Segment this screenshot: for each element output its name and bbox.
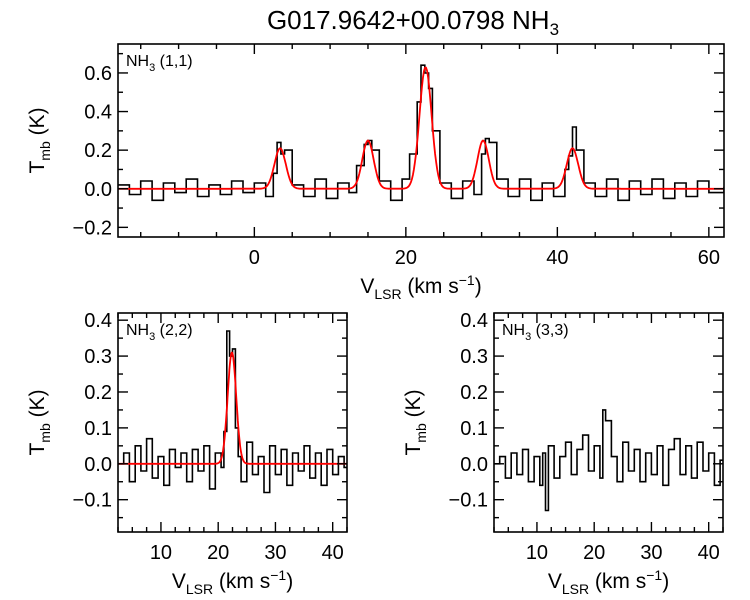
y-tick-label: 0.0 — [460, 454, 488, 476]
y-tick-label: 0.2 — [84, 382, 112, 404]
x-tick-label: 20 — [207, 542, 229, 564]
x-tick-label: 20 — [395, 247, 417, 269]
panel-label: NH3 (1,1) — [126, 53, 193, 74]
y-axis-label: Tmb (K) — [26, 389, 53, 455]
x-tick-label: 10 — [526, 542, 548, 564]
x-tick-label: 0 — [249, 247, 260, 269]
y-tick-label: −0.1 — [449, 490, 488, 512]
plot-frame — [117, 312, 348, 533]
y-tick-label: 0.2 — [84, 140, 112, 162]
x-tick-label: 30 — [264, 542, 286, 564]
y-tick-label: 0.4 — [84, 102, 112, 124]
observed-spectrum-line — [118, 64, 724, 202]
x-tick-label: 40 — [322, 542, 344, 564]
x-tick-label: 30 — [640, 542, 662, 564]
y-tick-label: 0.2 — [460, 382, 488, 404]
y-tick-label: 0.4 — [460, 310, 488, 332]
x-axis-label: VLSR (km s−1) — [172, 567, 293, 597]
y-tick-label: −0.1 — [73, 490, 112, 512]
x-tick-label: 20 — [583, 542, 605, 564]
x-tick-label: 60 — [698, 247, 720, 269]
gaussian-fit-line — [118, 351, 347, 465]
y-tick-label: 0.0 — [84, 179, 112, 201]
panel-nh3-33: 10 20 30 40 −0.1 0.0 0.1 0.2 0.3 0.4 NH3 (3,3) VLSR… — [402, 310, 724, 597]
x-axis-label: VLSR (km s−1) — [548, 567, 669, 597]
y-tick-label: −0.2 — [73, 217, 112, 239]
x-tick-label: 10 — [150, 542, 172, 564]
y-tick-label: 0.1 — [460, 418, 488, 440]
y-tick-label: 0.3 — [84, 346, 112, 368]
panel-nh3-22: 10 20 30 40 −0.1 0.0 0.1 0.2 0.3 0.4 NH3 (2,2) VLSR… — [26, 310, 348, 597]
panel-label: NH3 (3,3) — [502, 322, 569, 343]
plot-frame — [117, 43, 725, 238]
y-tick-label: 0.0 — [84, 454, 112, 476]
panel-label: NH3 (2,2) — [126, 322, 193, 343]
x-tick-label: 40 — [698, 542, 720, 564]
observed-spectrum-line — [494, 409, 723, 512]
y-axis-label: Tmb (K) — [402, 389, 429, 455]
x-axis-label: VLSR (km s−1) — [360, 272, 481, 302]
y-tick-label: 0.6 — [84, 63, 112, 85]
gaussian-fit-line — [118, 66, 724, 190]
y-tick-label: 0.4 — [84, 310, 112, 332]
y-tick-label: 0.1 — [84, 418, 112, 440]
figure-title: G017.9642+00.0798 NH3 — [267, 5, 559, 39]
plot-frame — [493, 312, 724, 533]
y-tick-label: 0.3 — [460, 346, 488, 368]
y-axis-label: Tmb (K) — [26, 107, 53, 173]
panel-nh3-11: 0 20 40 60 −0.2 0.0 0.2 0.4 0.6 NH3 (1,1) VLSR (km… — [26, 43, 725, 302]
x-tick-label: 40 — [546, 247, 568, 269]
